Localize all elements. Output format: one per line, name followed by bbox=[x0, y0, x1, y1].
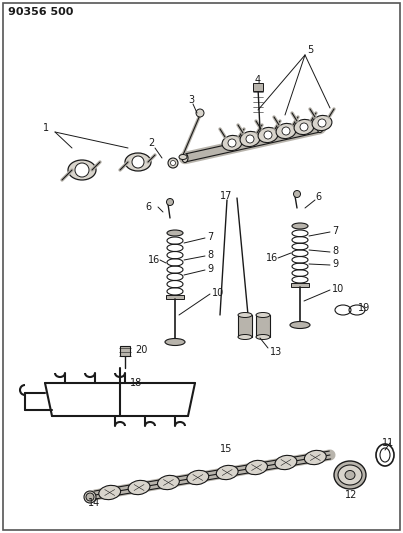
Ellipse shape bbox=[84, 491, 96, 503]
Ellipse shape bbox=[275, 455, 297, 470]
Ellipse shape bbox=[294, 119, 314, 135]
Text: 11: 11 bbox=[382, 438, 394, 448]
Circle shape bbox=[132, 156, 144, 168]
Ellipse shape bbox=[276, 124, 296, 139]
Ellipse shape bbox=[165, 338, 185, 345]
Bar bbox=[166, 295, 184, 299]
Text: 3: 3 bbox=[188, 95, 194, 105]
Ellipse shape bbox=[238, 312, 252, 318]
Ellipse shape bbox=[256, 335, 270, 340]
Ellipse shape bbox=[182, 154, 188, 163]
Circle shape bbox=[196, 109, 204, 117]
Circle shape bbox=[75, 163, 89, 177]
Ellipse shape bbox=[317, 124, 323, 133]
Ellipse shape bbox=[128, 480, 150, 495]
Text: 12: 12 bbox=[345, 490, 357, 500]
Text: 10: 10 bbox=[332, 284, 344, 294]
Text: 1: 1 bbox=[43, 123, 49, 133]
Text: 10: 10 bbox=[212, 288, 224, 298]
Text: 17: 17 bbox=[220, 191, 233, 201]
Text: 19: 19 bbox=[358, 303, 370, 313]
Ellipse shape bbox=[216, 465, 238, 480]
Ellipse shape bbox=[292, 223, 308, 229]
Text: 8: 8 bbox=[207, 250, 213, 260]
Ellipse shape bbox=[290, 321, 310, 328]
Ellipse shape bbox=[158, 475, 179, 490]
Circle shape bbox=[300, 123, 308, 131]
Bar bbox=[253, 83, 263, 91]
Circle shape bbox=[282, 127, 290, 135]
Bar bbox=[238, 315, 252, 337]
Text: 9: 9 bbox=[207, 264, 213, 274]
Text: 8: 8 bbox=[332, 246, 338, 256]
Text: 7: 7 bbox=[207, 232, 213, 242]
Circle shape bbox=[166, 198, 174, 206]
Text: 18: 18 bbox=[130, 378, 142, 388]
Circle shape bbox=[168, 158, 178, 168]
Bar bbox=[120, 346, 130, 356]
Ellipse shape bbox=[246, 461, 268, 475]
Text: 16: 16 bbox=[148, 255, 160, 265]
Circle shape bbox=[246, 135, 254, 143]
Circle shape bbox=[318, 119, 326, 127]
Ellipse shape bbox=[68, 160, 96, 180]
Circle shape bbox=[293, 190, 301, 198]
Text: 4: 4 bbox=[255, 75, 261, 85]
Ellipse shape bbox=[304, 450, 326, 465]
Text: 90356 500: 90356 500 bbox=[8, 7, 73, 17]
Ellipse shape bbox=[222, 135, 242, 151]
Text: 14: 14 bbox=[88, 498, 100, 508]
Ellipse shape bbox=[312, 116, 332, 131]
Text: 5: 5 bbox=[307, 45, 313, 55]
Circle shape bbox=[264, 131, 272, 139]
Ellipse shape bbox=[338, 465, 362, 485]
Bar bbox=[291, 283, 309, 287]
Text: 7: 7 bbox=[332, 226, 338, 236]
Text: 6: 6 bbox=[145, 202, 151, 212]
Bar bbox=[256, 315, 270, 337]
Text: 20: 20 bbox=[135, 345, 147, 355]
Text: 9: 9 bbox=[332, 259, 338, 269]
Ellipse shape bbox=[334, 461, 366, 489]
Ellipse shape bbox=[187, 470, 209, 484]
Text: 15: 15 bbox=[220, 444, 233, 454]
Circle shape bbox=[170, 160, 175, 166]
Ellipse shape bbox=[345, 471, 355, 480]
Text: 2: 2 bbox=[148, 138, 154, 148]
Circle shape bbox=[86, 493, 94, 501]
Ellipse shape bbox=[258, 127, 278, 143]
Ellipse shape bbox=[256, 312, 270, 318]
Ellipse shape bbox=[99, 486, 120, 499]
Text: 16: 16 bbox=[266, 253, 278, 263]
Text: 6: 6 bbox=[315, 192, 321, 202]
Ellipse shape bbox=[167, 230, 183, 236]
Ellipse shape bbox=[238, 335, 252, 340]
Ellipse shape bbox=[240, 132, 260, 147]
Ellipse shape bbox=[179, 155, 187, 159]
Text: 13: 13 bbox=[270, 347, 282, 357]
Ellipse shape bbox=[125, 153, 151, 171]
Circle shape bbox=[228, 139, 236, 147]
